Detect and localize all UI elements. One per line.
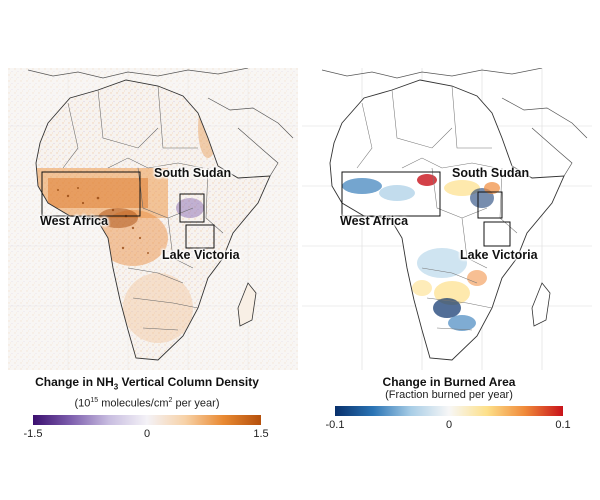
burned-area-legend: Change in Burned Area (Fraction burned p…: [325, 375, 571, 433]
west-africa-box: [41, 171, 141, 217]
burned-tick-max: 0.1: [555, 419, 571, 431]
madagascar-outline: [237, 282, 257, 327]
country-borders: [356, 85, 518, 331]
nh3-legend: Change in NH3 Vertical Column Density (1…: [23, 375, 269, 442]
lake-victoria-box: [483, 221, 511, 247]
label-lake-victoria: Lake Victoria: [162, 248, 240, 262]
nh3-map: [8, 68, 298, 370]
burned-area-color-bar: [335, 406, 563, 416]
nh3-legend-subtitle: (1015 molecules/cm2 per year): [74, 397, 220, 411]
south-sudan-box: [179, 193, 205, 223]
burned-tick-min: -0.1: [325, 419, 345, 431]
burned-area-legend-title: Change in Burned Area: [382, 375, 516, 389]
south-sudan-box: [477, 191, 503, 219]
europe-outline: [321, 68, 588, 177]
burned-area-map: [302, 68, 592, 370]
label-south-sudan: South Sudan: [154, 166, 232, 180]
nh3-tick-max: 1.5: [253, 428, 269, 441]
nh3-tick-mid: 0: [143, 428, 151, 441]
nh3-tick-min: -1.5: [23, 428, 43, 441]
madagascar-outline: [531, 282, 551, 327]
burned-area-map-panel: South Sudan West Africa Lake Victoria: [302, 68, 592, 370]
burned-area-legend-ticks: -0.1 0 0.1: [325, 419, 571, 433]
burned-area-legend-subtitle: (Fraction burned per year): [385, 389, 513, 401]
west-africa-box: [341, 171, 441, 217]
africa-outline: [329, 79, 565, 361]
label-west-africa: West Africa: [40, 214, 109, 228]
lake-victoria-box: [185, 224, 215, 249]
nh3-color-bar: [33, 415, 261, 426]
europe-outline: [27, 68, 294, 177]
label-lake-victoria: Lake Victoria: [460, 248, 538, 262]
nh3-legend-ticks: -1.5 0 1.5: [23, 428, 269, 442]
label-west-africa: West Africa: [340, 214, 409, 228]
nh3-map-panel: South Sudan West Africa Lake Victoria: [8, 68, 298, 370]
africa-outline: [35, 79, 271, 361]
burned-tick-mid: 0: [445, 419, 453, 431]
nh3-legend-title: Change in NH3 Vertical Column Density: [35, 375, 259, 392]
label-south-sudan: South Sudan: [452, 166, 530, 180]
